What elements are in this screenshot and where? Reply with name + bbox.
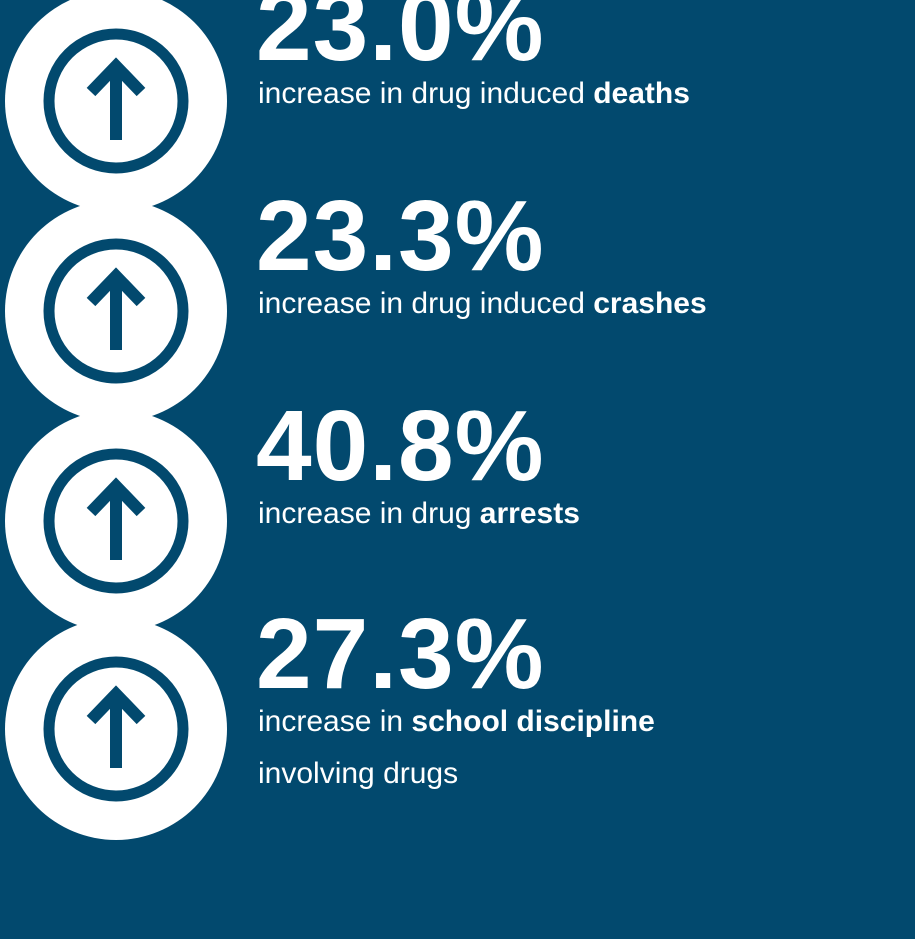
up-arrow-icon (5, 410, 227, 632)
stat-row: 40.8% increase in drug arrests (0, 396, 915, 632)
icon-ring (43, 656, 189, 802)
icon-ring (43, 28, 189, 174)
stat-row: 23.3% increase in drug induced crashes (0, 186, 915, 422)
stat-description: increase in school discipline involving d… (258, 696, 655, 800)
stat-value: 40.8% (256, 390, 545, 502)
icon-arrow (86, 685, 146, 768)
description-text: increase in drug (258, 497, 480, 530)
icon-ring (43, 448, 189, 594)
description-line: increase in drug arrests (258, 488, 580, 540)
stat-description: increase in drug arrests (258, 488, 580, 540)
description-text: involving drugs (258, 757, 459, 790)
icon-arrow (86, 477, 146, 560)
description-text: increase in drug induced (258, 287, 594, 320)
description-emphasis: arrests (479, 497, 580, 530)
description-line: increase in drug induced deaths (258, 68, 690, 120)
description-emphasis: deaths (593, 77, 690, 110)
description-text: increase in (258, 705, 412, 738)
stat-row: 27.3% increase in school discipline involv… (0, 604, 915, 840)
stat-description: increase in drug induced deaths (258, 68, 690, 120)
up-arrow-icon (5, 200, 227, 422)
icon-arrow (86, 57, 146, 140)
up-arrow-icon (5, 618, 227, 840)
description-line: involving drugs (258, 748, 655, 800)
stat-description: increase in drug induced crashes (258, 278, 707, 330)
description-emphasis: crashes (593, 287, 707, 320)
up-arrow-icon (5, 0, 227, 212)
stat-value: 23.3% (256, 180, 545, 292)
description-line: increase in drug induced crashes (258, 278, 707, 330)
stat-value: 27.3% (256, 598, 545, 710)
icon-ring (43, 238, 189, 384)
description-emphasis: school discipline (411, 705, 655, 738)
description-line: increase in school discipline (258, 696, 655, 748)
icon-arrow (86, 267, 146, 350)
description-text: increase in drug induced (258, 77, 594, 110)
stat-row: 23.0% increase in drug induced deaths (0, 0, 915, 212)
stat-value: 23.0% (256, 0, 545, 82)
